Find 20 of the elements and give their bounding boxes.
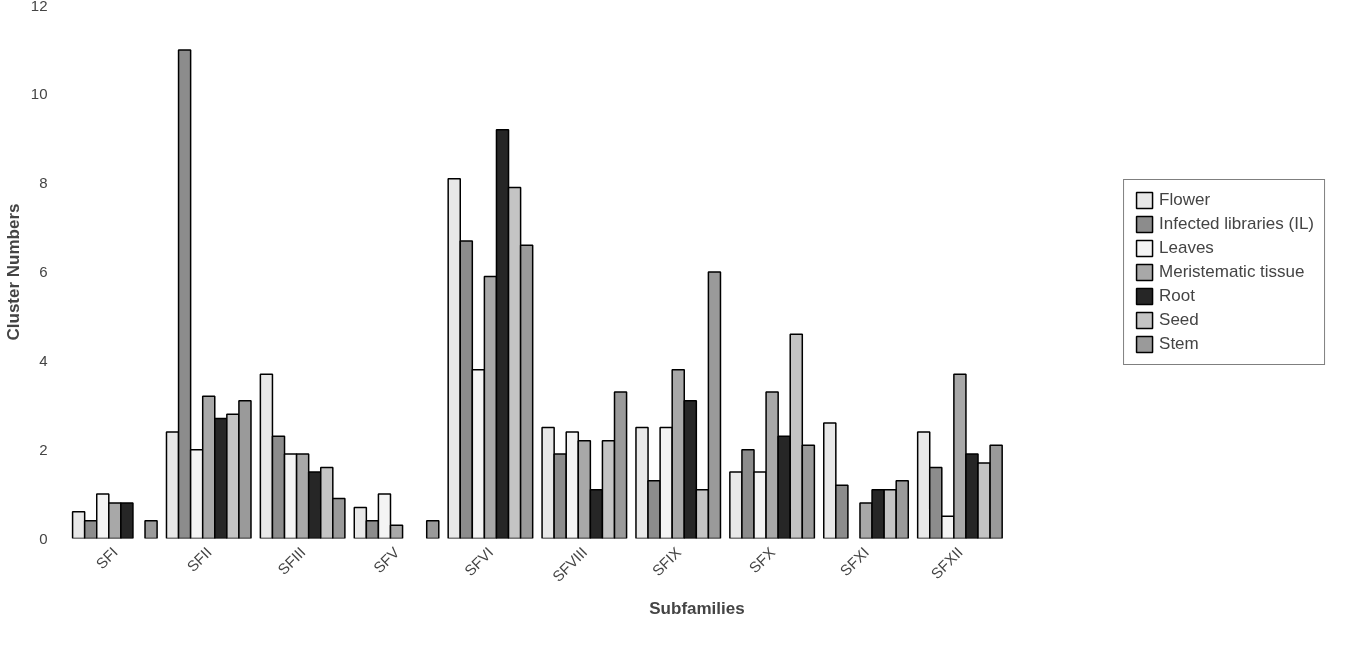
x-tick-label: SFI [92,543,121,573]
legend-label: Stem [1159,333,1199,354]
legend-label: Seed [1159,309,1199,330]
y-tick-label: 8 [39,174,48,192]
y-tick-label: 0 [39,529,48,547]
x-tick-label: SFII [183,543,215,575]
legend-label: Infected libraries (IL) [1159,213,1314,234]
legend-label: Leaves [1159,237,1214,258]
bar [144,519,158,539]
y-tick-label: 6 [39,263,48,280]
y-tick-label: 12 [30,0,48,14]
x-axis-title: Subfamilies [649,598,745,618]
bar [425,519,440,539]
legend-label: Root [1159,285,1195,306]
y-axis-title: Cluster Numbers [3,203,23,341]
y-tick-label: 4 [39,351,48,369]
legend-label: Flower [1159,189,1211,210]
y-tick-label: 2 [39,440,48,458]
legend-label: Meristematic tissue [1159,261,1305,282]
y-tick-label: 10 [30,85,48,103]
